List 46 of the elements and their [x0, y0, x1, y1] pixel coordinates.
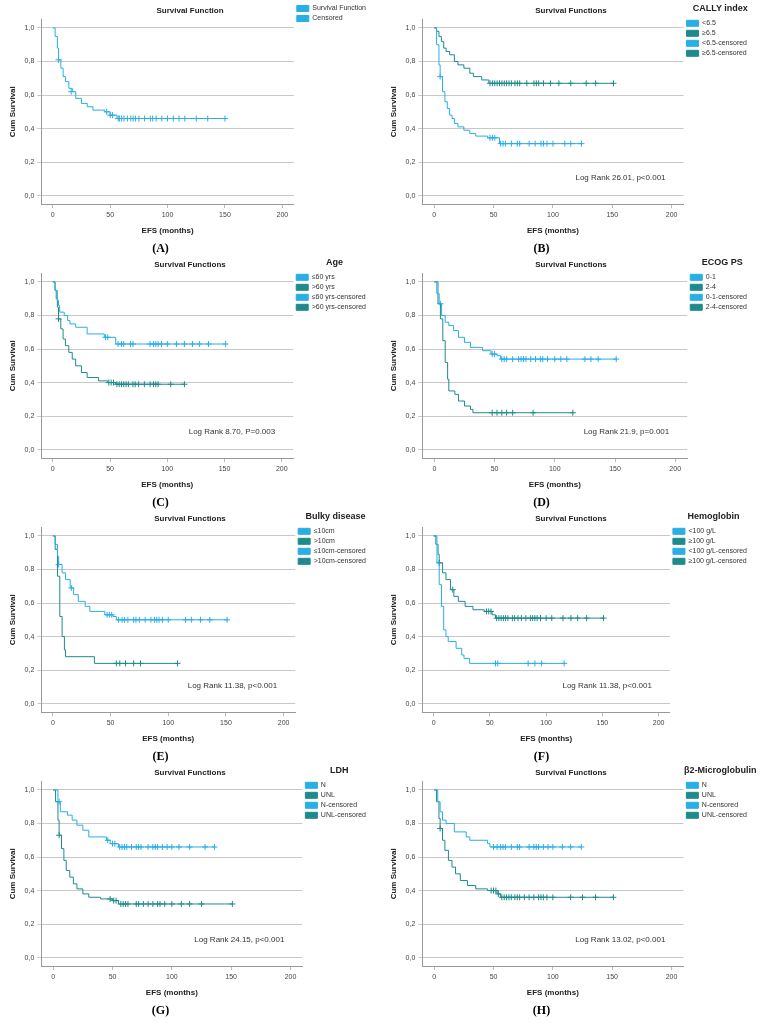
legend-title: Bulky disease [305, 510, 366, 521]
x-axis-title: EFS (months) [141, 226, 194, 236]
chart-title: Survival Functions [534, 514, 607, 523]
chart-title: Survival Functions [534, 768, 607, 777]
text: (F) [533, 748, 550, 764]
legend-title: LDH [329, 764, 348, 775]
legend-title: ECOG PS [701, 256, 743, 267]
legend-title: CALLY index [692, 2, 748, 13]
annotation: Log Rank 24.15, p<0.001 [193, 935, 285, 945]
text: (C) [152, 494, 169, 510]
y-axis-title: Cum Survival [388, 86, 398, 138]
chart-title: Survival Functions [153, 514, 226, 523]
y-axis-title: Cum Survival [7, 848, 17, 900]
x-axis-title: EFS (months) [526, 226, 579, 236]
y-axis-title: Cum Survival [7, 594, 17, 646]
annotation: Log Rank 11.38, p<0.001 [187, 681, 278, 691]
chart-title: Survival Functions [153, 768, 226, 777]
legend-title: Hemoglobin [686, 510, 739, 521]
text: (E) [152, 748, 169, 764]
text: (D) [533, 494, 550, 510]
chart-title: Survival Functions [534, 6, 607, 15]
x-axis-title: EFS (months) [141, 734, 195, 744]
text: (B) [533, 240, 550, 256]
y-axis-title: Cum Survival [7, 340, 17, 392]
annotation: Log Rank 13.02, p<0.001 [574, 935, 666, 945]
y-axis-title: Cum Survival [388, 340, 398, 392]
chart-title: Survival Functions [153, 260, 226, 269]
text: (A) [152, 240, 169, 256]
annotation: Log Rank 26.01, p<0.001 [574, 173, 666, 183]
y-axis-title: Cum Survival [7, 86, 17, 138]
x-axis-title: EFS (months) [145, 988, 198, 998]
annotation: Log Rank 8.70, P=0.003 [188, 427, 276, 437]
x-axis-title: EFS (months) [519, 734, 572, 744]
annotation: Log Rank 11.38, p<0.001 [561, 681, 652, 691]
y-axis-title: Cum Survival [388, 848, 398, 900]
chart-title: Survival Function [155, 6, 224, 15]
text: (G) [151, 1002, 170, 1018]
legend-title: β2-Microglobulin [683, 764, 756, 775]
x-axis-title: EFS (months) [528, 480, 581, 490]
y-axis-title: Cum Survival [388, 594, 398, 646]
x-axis-title: EFS (months) [526, 988, 579, 998]
text: (H) [532, 1002, 551, 1018]
chart-title: Survival Functions [534, 260, 607, 269]
legend-title: Age [325, 256, 343, 267]
annotation: Log Rank 21.9, p=0.001 [583, 427, 670, 437]
x-axis-title: EFS (months) [140, 480, 194, 490]
